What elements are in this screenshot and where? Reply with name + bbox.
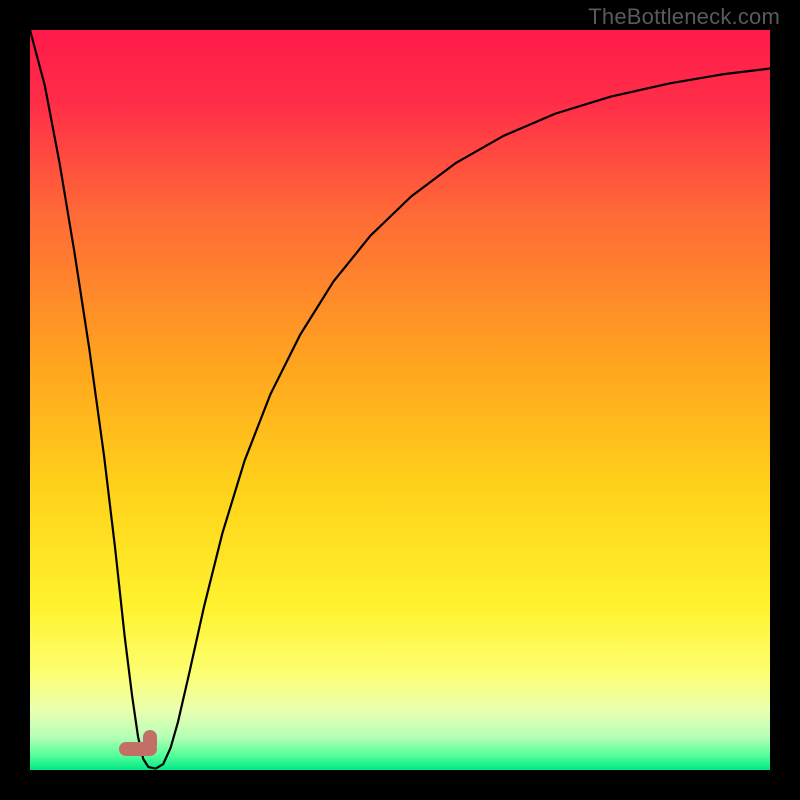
watermark-text: TheBottleneck.com: [588, 4, 780, 30]
optimal-marker-stub: [143, 730, 157, 752]
chart-frame: TheBottleneck.com: [0, 0, 800, 800]
bottleneck-curve: [30, 30, 770, 770]
plot-area: [30, 30, 770, 770]
